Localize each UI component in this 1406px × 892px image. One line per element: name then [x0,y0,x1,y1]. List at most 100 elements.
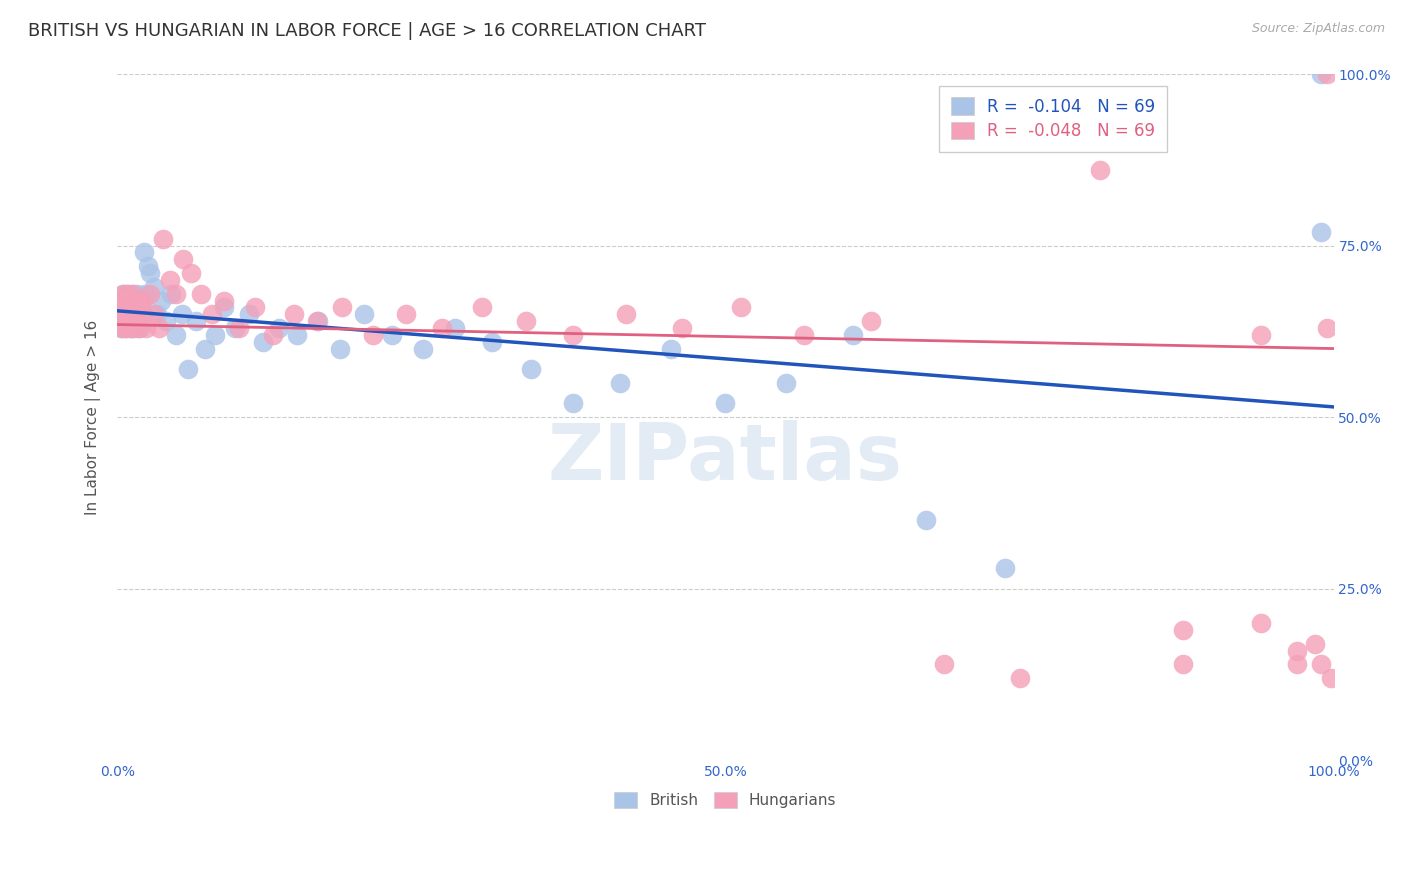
Point [114,301,136,315]
Point [285,327,308,342]
Point [329,342,352,356]
Point [252,334,274,349]
Point [111,314,134,328]
Point [152,232,174,246]
Point [125,293,148,308]
Point [283,307,305,321]
Text: ZIPatlas: ZIPatlas [548,420,903,496]
Point [120,321,142,335]
Point [1320,671,1343,685]
Point [1310,225,1333,239]
Point [860,314,883,328]
Point [186,314,208,328]
Point [1171,657,1194,672]
Point [305,314,328,328]
Point [170,307,193,321]
Point [135,321,157,335]
Point [394,307,416,321]
Point [134,286,156,301]
Point [125,314,148,328]
Point [609,376,631,390]
Point [110,321,132,335]
Point [177,362,200,376]
Point [730,301,752,315]
Point [110,314,132,328]
Point [146,307,169,321]
Point [1088,163,1111,178]
Point [159,286,181,301]
Point [214,301,236,315]
Point [124,321,146,335]
Point [1250,616,1272,631]
Point [1008,671,1031,685]
Point [515,314,537,328]
Point [114,301,136,315]
Point [224,321,246,335]
Point [132,245,155,260]
Point [108,301,131,315]
Point [121,314,143,328]
Point [132,307,155,321]
Point [562,327,585,342]
Point [118,307,141,321]
Point [122,293,145,308]
Point [139,286,162,301]
Point [114,293,136,308]
Point [111,293,134,308]
Point [671,321,693,335]
Point [1285,657,1308,672]
Point [165,327,187,342]
Point [1310,67,1333,81]
Point [131,293,153,308]
Point [127,307,149,321]
Point [361,327,384,342]
Point [117,301,139,315]
Point [190,286,212,301]
Point [614,307,637,321]
Point [994,561,1017,575]
Point [112,307,135,321]
Point [142,307,165,321]
Point [1310,657,1333,672]
Point [114,321,136,335]
Point [121,301,143,315]
Point [111,321,134,335]
Point [117,314,139,328]
Point [307,314,329,328]
Point [204,327,226,342]
Point [934,657,956,672]
Point [243,301,266,315]
Point [194,342,217,356]
Point [430,321,453,335]
Point [124,301,146,315]
Point [381,327,404,342]
Point [180,266,202,280]
Point [267,321,290,335]
Point [659,342,682,356]
Point [1303,637,1326,651]
Point [124,307,146,321]
Point [1316,67,1339,81]
Point [1285,643,1308,657]
Point [238,307,260,321]
Point [353,307,375,321]
Point [136,259,159,273]
Y-axis label: In Labor Force | Age > 16: In Labor Force | Age > 16 [86,319,101,515]
Point [118,307,141,321]
Point [122,307,145,321]
Point [115,286,138,301]
Point [127,321,149,335]
Point [714,396,737,410]
Point [114,314,136,328]
Point [471,301,494,315]
Point [115,307,138,321]
Point [125,286,148,301]
Point [117,314,139,328]
Point [114,293,136,308]
Point [139,266,162,280]
Point [128,293,150,308]
Point [112,286,135,301]
Point [114,321,136,335]
Point [142,280,165,294]
Point [148,321,170,335]
